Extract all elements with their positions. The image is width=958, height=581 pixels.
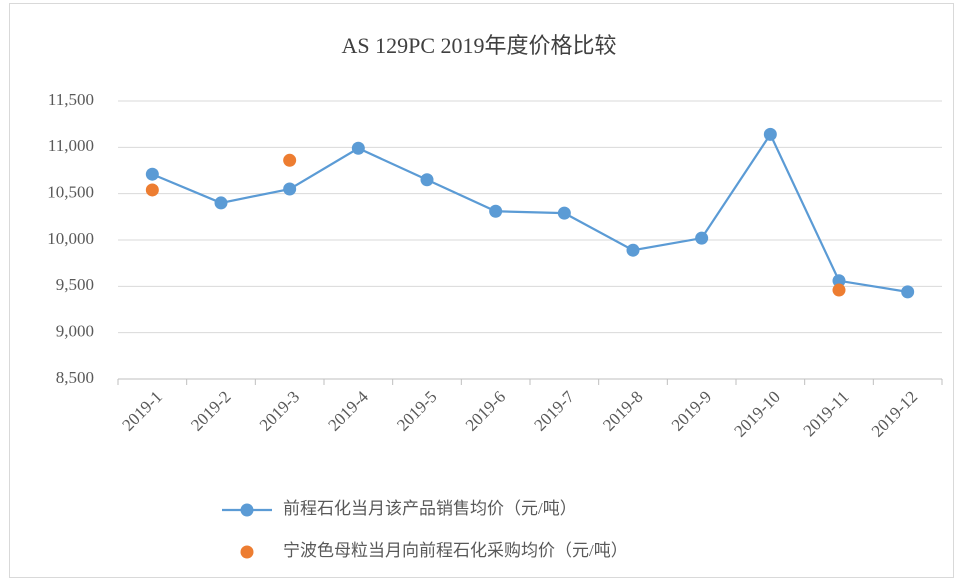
y-tick-label: 9,500	[56, 275, 94, 294]
data-point	[626, 243, 640, 257]
data-point	[763, 127, 777, 141]
data-point	[145, 183, 159, 197]
y-tick-label: 10,500	[47, 183, 94, 202]
data-point	[832, 283, 846, 297]
data-point	[214, 196, 228, 210]
data-point	[832, 274, 846, 288]
y-tick-label: 11,000	[48, 136, 94, 155]
data-point	[420, 173, 434, 187]
legend-marker	[240, 545, 254, 559]
legend-label: 宁波色母粒当月向前程石化采购均价（元/吨）	[283, 541, 628, 560]
data-point	[901, 285, 915, 299]
chart-border	[9, 3, 954, 578]
series-line	[151, 132, 908, 293]
y-tick-label: 10,000	[47, 229, 94, 248]
data-point	[695, 231, 709, 245]
legend-marker	[240, 503, 254, 517]
y-tick-label: 11,500	[48, 90, 94, 109]
legend-label: 前程石化当月该产品销售均价（元/吨）	[283, 499, 577, 518]
chart-title: AS 129PC 2019年度价格比较	[341, 33, 616, 58]
data-point	[283, 153, 297, 167]
y-tick-label: 9,000	[56, 322, 94, 341]
data-point	[283, 182, 297, 196]
data-point	[489, 204, 503, 218]
data-point	[557, 206, 571, 220]
data-point	[351, 141, 365, 155]
data-point	[145, 167, 159, 181]
y-tick-label: 8,500	[56, 368, 94, 387]
